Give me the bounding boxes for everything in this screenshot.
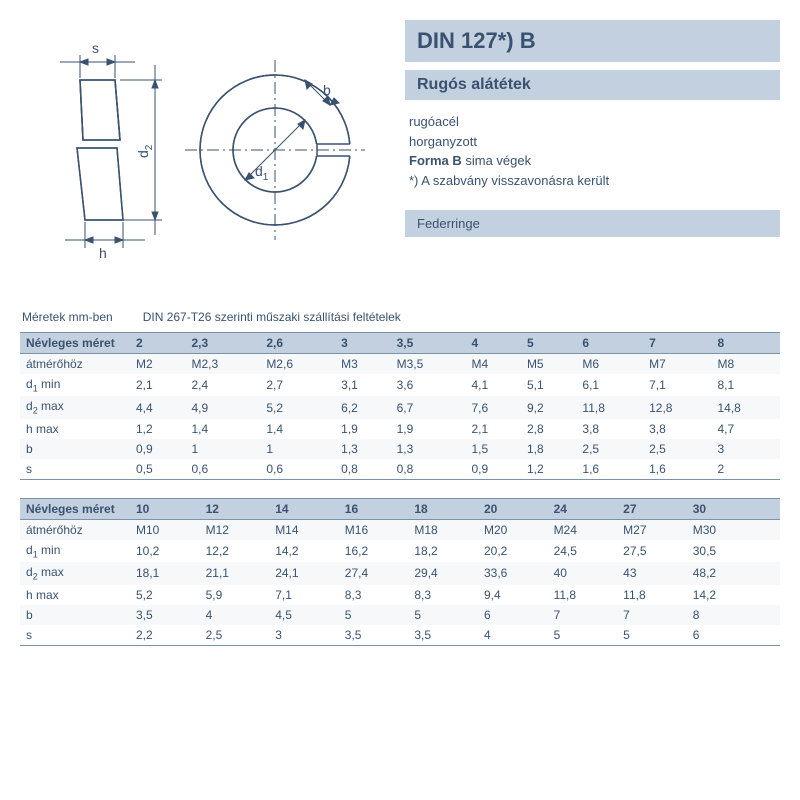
label-h: h — [99, 245, 107, 261]
product-name: Rugós alátétek — [405, 70, 780, 100]
product-details: rugóacél horganyzott Forma B sima végek … — [405, 112, 780, 190]
spec-table-1: Névleges méret22,32,633,545678átmérőhözM… — [20, 332, 780, 480]
spec-table-2: Névleges méret101214161820242730átmérőhö… — [20, 498, 780, 646]
technical-diagram: s h — [20, 20, 385, 280]
alt-name: Federringe — [405, 210, 780, 237]
label-b: b — [323, 82, 331, 98]
standard-title: DIN 127*) B — [405, 20, 780, 62]
info-panel: DIN 127*) B Rugós alátétek rugóacél horg… — [405, 20, 780, 280]
svg-text:d2: d2 — [135, 144, 155, 158]
table-caption: Méretek mm-benDIN 267-T26 szerinti műsza… — [22, 310, 780, 324]
label-s: s — [92, 40, 99, 56]
